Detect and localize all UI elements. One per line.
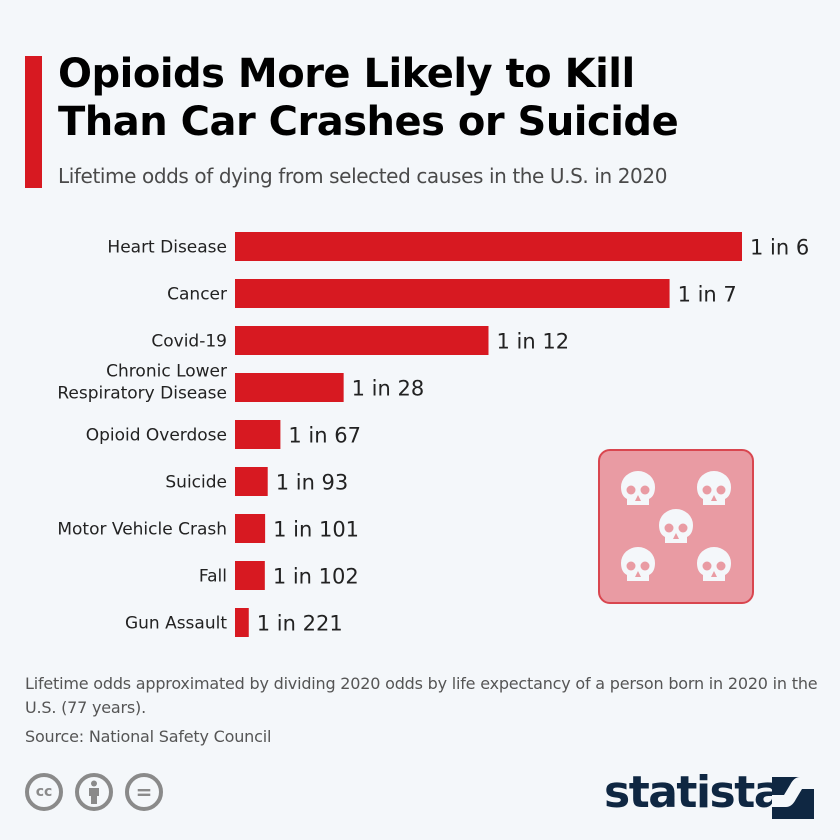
chart-subtitle: Lifetime odds of dying from selected cau… [58,164,668,188]
bar-cancer [235,279,670,308]
skull-icons [621,471,731,581]
bar-gun-assault [235,608,249,637]
title-accent-bar [25,56,42,188]
value-label: 1 in 6 [750,236,809,260]
category-label: Opioid Overdose [86,426,227,446]
bar-motor-vehicle-crash [235,514,266,543]
value-label: 1 in 101 [273,518,359,542]
cc-label: cc [35,784,53,800]
category-label: Suicide [165,473,227,493]
no-derivatives-icon[interactable]: = [125,773,163,811]
footnote: Lifetime odds approximated by dividing 2… [25,674,818,717]
equals-label: = [135,780,153,804]
skull-icon [697,471,731,505]
skull-icon [659,509,693,543]
statista-logo[interactable]: statista [604,767,783,818]
category-label: Motor Vehicle Crash [57,520,227,540]
value-label: 1 in 102 [273,565,359,589]
bar-fall [235,561,265,590]
category-label: Fall [199,567,227,587]
skulls-illustration [598,449,754,604]
bar-suicide [235,467,268,496]
bar-heart-disease [235,232,742,261]
title-line-1: Opioids More Likely to Kill [58,51,635,97]
value-label: 1 in 93 [276,471,349,495]
bar-chart: Heart Disease 1 in 6 Cancer 1 in 7 Covid-19 1… [57,232,809,637]
bar-chronic-lower-respiratory-disease [235,373,344,402]
category-label: Heart Disease [107,238,227,258]
value-label: 1 in 67 [288,424,361,448]
chart-title: Opioids More Likely to Kill Than Car Cra… [58,50,679,146]
skull-icon [621,471,655,505]
source-text: Source: National Safety Council [25,727,272,746]
bar-covid-19 [235,326,489,355]
category-label: Covid-19 [151,332,227,352]
value-label: 1 in 12 [497,330,570,354]
category-label: Gun Assault [125,614,227,634]
person-glyph [89,780,99,804]
statista-logo-mark [772,777,814,819]
bar-opioid-overdose [235,420,281,449]
attribution-icon[interactable] [75,773,113,811]
value-label: 1 in 221 [257,612,343,636]
category-label: Cancer [167,285,227,305]
value-label: 1 in 7 [678,283,737,307]
skull-icon [621,547,655,581]
cc-icon[interactable]: cc [25,773,63,811]
category-label: Chronic Lower Respiratory Disease [57,362,227,404]
value-label: 1 in 28 [352,377,425,401]
title-line-2: Than Car Crashes or Suicide [58,99,679,145]
skull-icon [697,547,731,581]
